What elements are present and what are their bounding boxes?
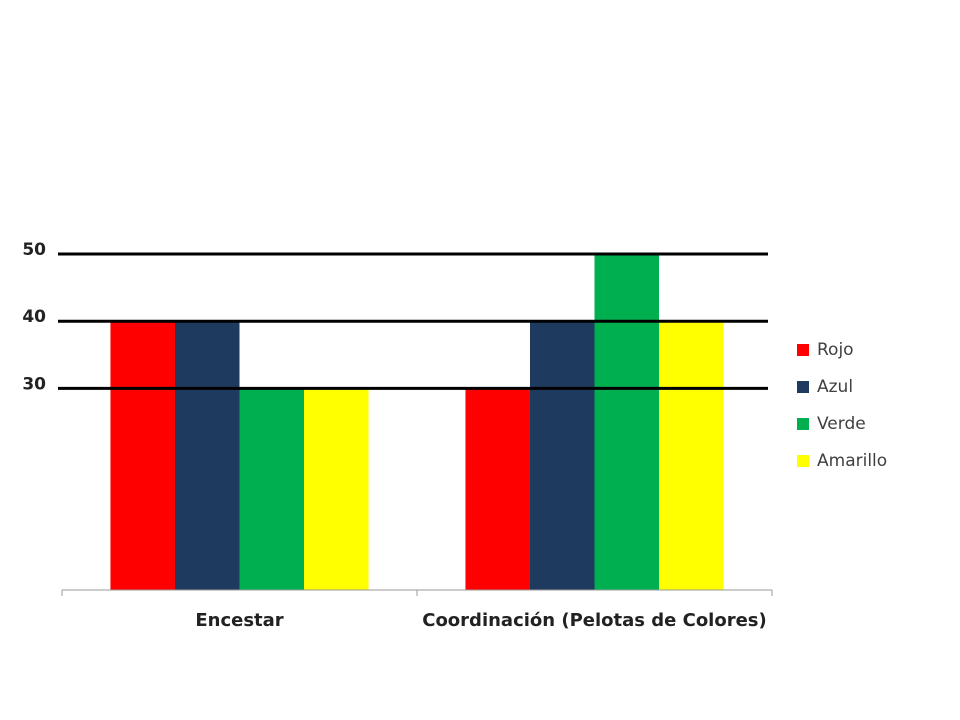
bar [529, 321, 595, 590]
x-tick-label: Coordinación (Pelotas de Colores) [422, 610, 767, 631]
legend-swatch [797, 455, 809, 467]
bar [110, 321, 175, 590]
bar [304, 388, 369, 590]
legend-label: Azul [817, 377, 853, 397]
bar [659, 321, 724, 590]
legend-swatch [797, 344, 809, 356]
legend-swatch [797, 418, 809, 430]
y-tick-label: 40 [22, 307, 46, 327]
legend-swatch [797, 381, 809, 393]
legend-label: Rojo [817, 340, 854, 360]
bar [594, 254, 660, 590]
bar [174, 321, 240, 590]
x-tick-label: Encestar [195, 610, 283, 631]
y-tick-label: 30 [22, 374, 46, 394]
y-tick-label: 50 [22, 240, 46, 260]
bar [239, 388, 305, 590]
bar [465, 388, 530, 590]
legend-label: Verde [817, 414, 866, 434]
legend-label: Amarillo [817, 451, 887, 471]
